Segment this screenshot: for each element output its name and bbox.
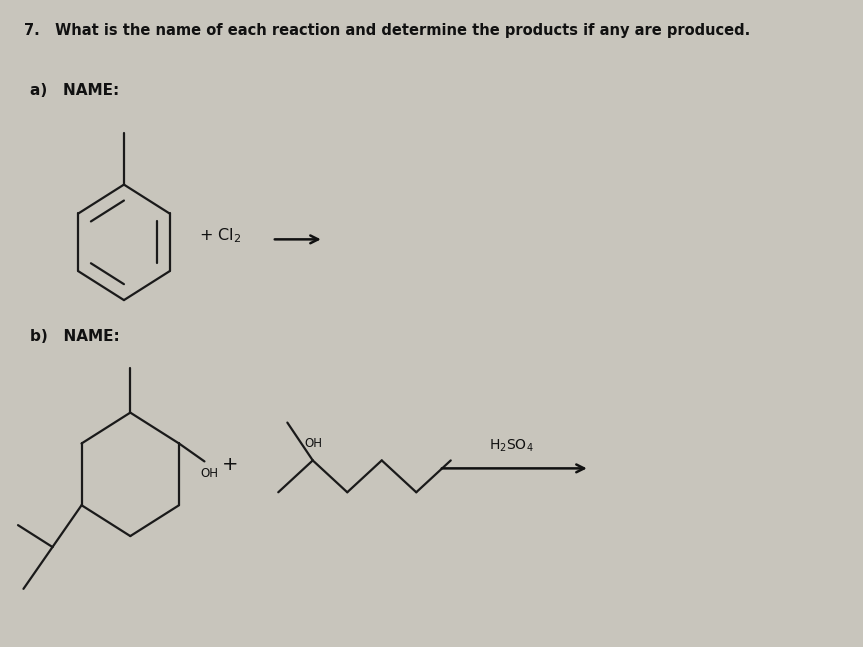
Text: a)   NAME:: a) NAME: [30, 83, 120, 98]
Text: 7.   What is the name of each reaction and determine the products if any are pro: 7. What is the name of each reaction and… [24, 23, 750, 38]
Text: b)   NAME:: b) NAME: [30, 329, 120, 344]
Text: OH: OH [305, 437, 323, 450]
Text: OH: OH [201, 467, 219, 480]
Text: + Cl$_2$: + Cl$_2$ [199, 226, 242, 245]
Text: +: + [222, 455, 238, 474]
Text: H$_2$SO$_4$: H$_2$SO$_4$ [489, 438, 534, 454]
